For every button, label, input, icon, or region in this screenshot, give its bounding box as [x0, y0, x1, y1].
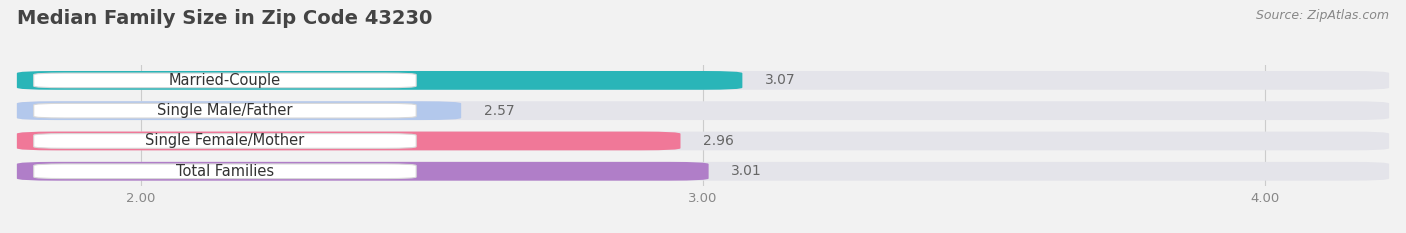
Text: Median Family Size in Zip Code 43230: Median Family Size in Zip Code 43230	[17, 9, 432, 28]
Text: 3.01: 3.01	[731, 164, 762, 178]
Text: Total Families: Total Families	[176, 164, 274, 179]
FancyBboxPatch shape	[17, 132, 681, 150]
FancyBboxPatch shape	[17, 162, 709, 181]
FancyBboxPatch shape	[34, 134, 416, 148]
FancyBboxPatch shape	[17, 162, 1389, 181]
Text: Married-Couple: Married-Couple	[169, 73, 281, 88]
Text: 3.07: 3.07	[765, 73, 796, 87]
FancyBboxPatch shape	[34, 164, 416, 178]
Text: Source: ZipAtlas.com: Source: ZipAtlas.com	[1256, 9, 1389, 22]
FancyBboxPatch shape	[34, 73, 416, 88]
FancyBboxPatch shape	[17, 101, 1389, 120]
FancyBboxPatch shape	[17, 101, 461, 120]
Text: 2.57: 2.57	[484, 104, 515, 118]
Text: 2.96: 2.96	[703, 134, 734, 148]
Text: Single Male/Father: Single Male/Father	[157, 103, 292, 118]
FancyBboxPatch shape	[17, 71, 742, 90]
FancyBboxPatch shape	[17, 132, 1389, 150]
Text: Single Female/Mother: Single Female/Mother	[145, 134, 305, 148]
FancyBboxPatch shape	[34, 103, 416, 118]
FancyBboxPatch shape	[17, 71, 1389, 90]
